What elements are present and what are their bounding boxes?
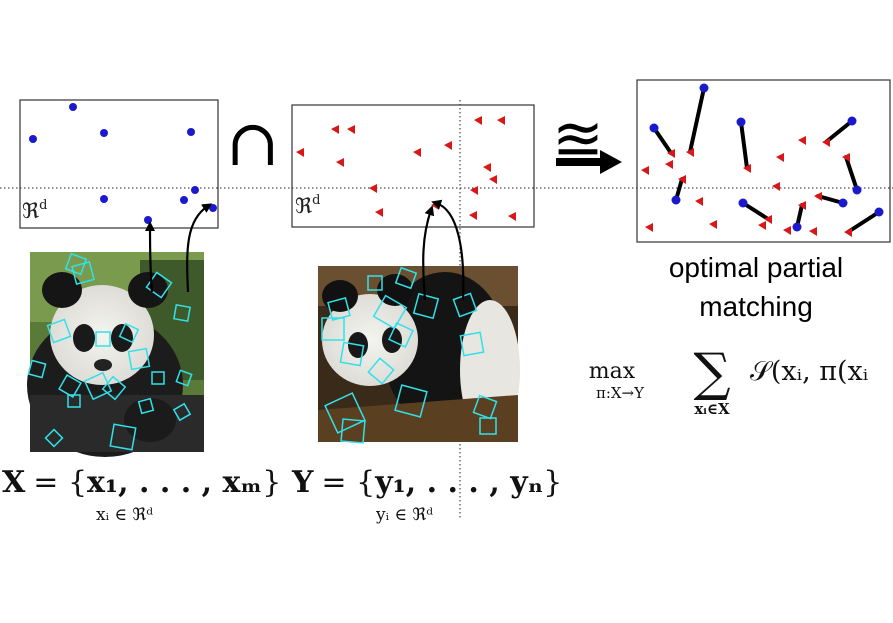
- y-point: [743, 164, 751, 173]
- matching-frame: [636, 79, 891, 243]
- y-point: [764, 215, 772, 224]
- x-point: [738, 198, 748, 208]
- x-point: [699, 83, 709, 93]
- match-line: [741, 201, 770, 221]
- y-point: [844, 228, 852, 237]
- match-line: [824, 119, 854, 144]
- match-line: [844, 155, 859, 192]
- x-point: [838, 198, 848, 208]
- y-point: [665, 160, 673, 169]
- y-point: [758, 221, 766, 230]
- y-point: [483, 163, 491, 172]
- y-point: [678, 175, 686, 184]
- y-point: [798, 136, 806, 145]
- match-lines: [652, 86, 881, 234]
- x-point: [191, 186, 199, 194]
- y-point: [798, 201, 806, 210]
- x-point: [100, 195, 108, 203]
- set-x-notation: X = {x₁, . . . , xₘ}: [2, 465, 281, 500]
- matching-blue-points: [649, 83, 884, 232]
- set-y-notation: Y = {y₁, . . . , yₙ}: [291, 465, 562, 500]
- y-point: [444, 141, 452, 150]
- matching-arrow-icon: [556, 150, 622, 174]
- y-point: [686, 148, 694, 157]
- y-point: [331, 125, 339, 134]
- y-point: [489, 175, 497, 184]
- x-point: [29, 135, 37, 143]
- y-point: [469, 211, 477, 220]
- intersection-operator: ∩: [226, 107, 280, 181]
- y-point: [776, 153, 784, 162]
- y-point: [413, 148, 421, 157]
- x-feature-points: [29, 103, 217, 224]
- feature-arrow: [186, 203, 213, 293]
- y-feature-points: [296, 116, 516, 221]
- x-point: [874, 207, 884, 217]
- y-point: [497, 116, 505, 125]
- objective-sum: ∑: [693, 343, 730, 403]
- x-point: [180, 196, 188, 204]
- y-point: [641, 166, 649, 175]
- match-line: [652, 126, 673, 155]
- x-point: [649, 123, 659, 133]
- panda-photo-y: [318, 266, 520, 442]
- objective-sum-subscript: xᵢ∈X: [694, 400, 730, 418]
- y-point: [809, 227, 817, 236]
- x-point: [671, 195, 681, 205]
- set-x-subnotation: xᵢ ∈ ℜᵈ: [96, 505, 153, 525]
- y-point: [375, 208, 383, 217]
- caption-line-1: optimal partial: [669, 252, 843, 283]
- y-point: [709, 220, 717, 229]
- x-point: [100, 129, 108, 137]
- y-point: [369, 184, 377, 193]
- y-point: [814, 192, 822, 201]
- y-point: [645, 223, 653, 232]
- objective-max: max: [589, 359, 636, 384]
- x-point: [852, 185, 862, 195]
- y-point: [508, 212, 516, 221]
- y-point: [842, 153, 850, 162]
- y-point: [695, 197, 703, 206]
- y-point: [347, 125, 355, 134]
- x-point: [69, 103, 77, 111]
- feature-space-x-frame: [19, 99, 219, 229]
- caption-line-2: matching: [699, 291, 813, 322]
- feature-arrow: [422, 205, 435, 301]
- matching-red-points: [641, 136, 852, 237]
- match-line: [846, 210, 881, 234]
- x-point: [792, 222, 802, 232]
- y-point: [822, 138, 830, 147]
- y-point: [470, 186, 478, 195]
- y-point: [783, 226, 791, 235]
- keypoint-boxes-x: [27, 252, 193, 451]
- objective-max-subscript: π:X→Y: [596, 384, 645, 402]
- feature-arrow: [145, 221, 156, 293]
- feature-arrow: [431, 199, 465, 301]
- x-point: [736, 117, 746, 127]
- objective-body: 𝒮(xᵢ, π(xᵢ: [750, 356, 869, 387]
- y-point: [296, 148, 304, 157]
- x-point: [209, 204, 217, 212]
- feature-space-y-frame: [291, 104, 535, 228]
- y-point: [431, 201, 439, 210]
- feature-space-label-x: ℜd: [22, 198, 47, 223]
- y-point: [474, 116, 482, 125]
- match-line: [739, 120, 749, 170]
- match-line: [688, 86, 706, 154]
- x-point: [144, 216, 152, 224]
- x-point: [187, 128, 195, 136]
- panda-photo-x: [27, 252, 204, 457]
- x-point: [847, 116, 857, 126]
- y-point: [336, 158, 344, 167]
- y-point: [772, 182, 780, 191]
- set-y-subnotation: yᵢ ∈ ℜᵈ: [375, 505, 433, 525]
- keypoint-boxes-y: [321, 266, 498, 444]
- y-point: [667, 149, 675, 158]
- feature-space-label-y: ℜd: [295, 193, 320, 218]
